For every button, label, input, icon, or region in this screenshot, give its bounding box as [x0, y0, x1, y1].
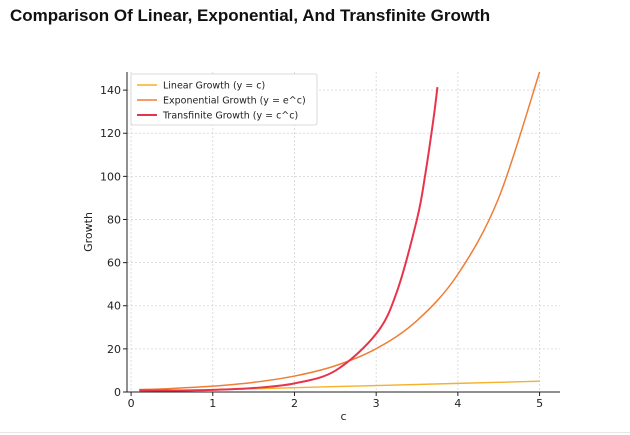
series-line-2 [139, 72, 541, 391]
legend-item-label: Exponential Growth (y = e^c) [163, 96, 306, 107]
page-title: Comparison Of Linear, Exponential, And T… [10, 6, 491, 25]
x-tick-label: 2 [291, 397, 298, 410]
x-tick-label: 3 [373, 397, 380, 410]
axes [123, 72, 560, 396]
x-tick-label: 0 [128, 397, 135, 410]
y-tick-label: 80 [107, 213, 121, 226]
legend: Linear Growth (y = c) Exponential Growth … [130, 73, 318, 126]
y-tick-label: 120 [100, 127, 121, 140]
y-tick-label: 60 [107, 257, 121, 270]
x-tick-label: 5 [536, 397, 543, 410]
y-tick-label: 20 [107, 343, 121, 356]
y-tick-label: 0 [114, 386, 121, 399]
y-axis-label: Growth [82, 212, 95, 252]
x-tick-label: 1 [209, 397, 216, 410]
y-tick-label: 100 [100, 170, 121, 183]
series-lines [139, 72, 541, 392]
series-line-3 [139, 86, 439, 392]
y-tick-label: 40 [107, 300, 121, 313]
legend-item-label: Transfinite Growth (y = c^c) [162, 111, 298, 122]
tick-labels: 0 1 2 3 4 5 0 20 40 60 80 100 120 140 [100, 84, 543, 410]
bottom-divider [0, 432, 630, 433]
x-tick-label: 4 [454, 397, 461, 410]
x-axis-label: c [340, 410, 346, 423]
legend-item-label: Linear Growth (y = c) [163, 81, 265, 92]
y-tick-label: 140 [100, 84, 121, 97]
legend-box [130, 73, 318, 126]
